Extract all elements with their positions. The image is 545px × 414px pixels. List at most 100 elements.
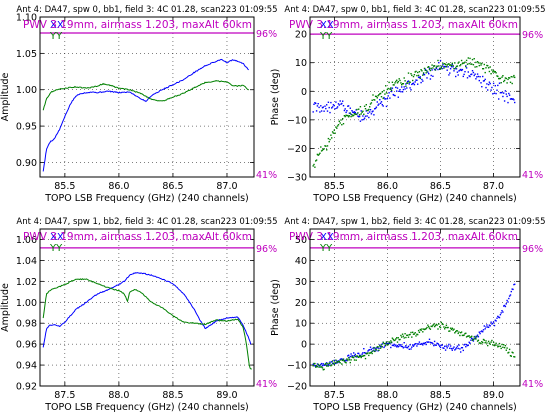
data-point — [330, 365, 332, 367]
data-point — [413, 83, 416, 86]
data-point — [483, 339, 485, 341]
data-point — [508, 351, 510, 354]
y-axis-label: Phase (deg) — [270, 279, 281, 336]
data-point — [399, 89, 401, 91]
data-point — [348, 115, 351, 117]
data-point — [378, 103, 380, 105]
data-point — [466, 63, 469, 65]
data-point — [453, 68, 455, 70]
data-point — [321, 149, 324, 151]
data-point — [395, 338, 397, 340]
data-point — [447, 326, 449, 329]
data-point — [346, 114, 348, 117]
data-point — [428, 338, 431, 340]
data-point — [487, 89, 489, 91]
data-point — [439, 346, 442, 349]
data-point — [428, 73, 430, 75]
data-point — [388, 342, 390, 345]
data-point — [367, 350, 369, 352]
data-point — [427, 324, 429, 326]
data-point — [448, 63, 450, 65]
y-tick-label: 1.00 — [16, 298, 37, 309]
data-point — [504, 345, 507, 347]
data-point — [474, 73, 476, 75]
x-axis-label: TOPO LSB Frequency (GHz) (240 channels) — [44, 193, 249, 204]
data-point — [358, 355, 361, 358]
data-point — [429, 78, 432, 80]
data-point — [503, 304, 506, 307]
data-point — [315, 365, 318, 367]
data-point — [329, 138, 331, 141]
data-point — [492, 93, 494, 95]
pwv-annotation: PWV 3.19mm, airmass 1.203, maxAlt 60km — [289, 19, 518, 31]
data-point — [380, 344, 383, 346]
data-point — [436, 342, 438, 344]
data-point — [402, 335, 405, 337]
legend-xx: XX — [50, 232, 64, 243]
data-point — [323, 148, 325, 150]
y-tick-label: 0.90 — [16, 158, 37, 169]
data-point — [335, 362, 337, 365]
data-point — [326, 149, 328, 151]
data-point — [363, 354, 365, 357]
data-point — [417, 76, 420, 78]
data-point — [376, 101, 378, 103]
data-point — [351, 356, 353, 358]
data-point — [451, 327, 453, 329]
data-point — [398, 90, 400, 92]
data-point — [358, 352, 360, 355]
data-point — [424, 69, 426, 71]
data-point — [489, 66, 491, 68]
data-point — [416, 74, 418, 77]
data-point — [347, 354, 350, 356]
data-point — [348, 359, 351, 361]
data-point — [331, 362, 334, 365]
data-point — [349, 112, 351, 114]
data-point — [379, 345, 382, 348]
data-point — [316, 363, 319, 365]
data-point — [479, 332, 481, 335]
data-point — [412, 79, 414, 82]
data-point — [507, 301, 509, 303]
data-point — [401, 91, 404, 93]
data-point — [356, 356, 358, 358]
data-point — [499, 314, 502, 316]
data-point — [343, 109, 346, 112]
data-point — [500, 91, 502, 94]
data-point — [450, 66, 453, 68]
data-point — [320, 366, 322, 368]
data-point — [481, 330, 483, 332]
atm-top-label: 96% — [522, 244, 543, 255]
data-point — [331, 361, 333, 363]
legend-yy: YY — [49, 243, 63, 254]
data-point — [392, 84, 394, 86]
data-point — [464, 61, 466, 63]
data-point — [459, 69, 461, 71]
data-point — [434, 324, 437, 327]
data-point — [405, 345, 407, 347]
plot-panel-4: Ant 4: DA47, spw 1, bb2, field 3: 4C 01.… — [270, 217, 545, 413]
series-line-xx — [42, 272, 252, 348]
data-point — [458, 61, 460, 63]
data-point — [511, 98, 513, 100]
data-point — [455, 330, 458, 332]
data-point — [352, 115, 354, 117]
data-point — [455, 348, 457, 350]
data-point — [507, 78, 509, 81]
data-point — [374, 350, 377, 352]
data-point — [403, 77, 405, 79]
data-point — [391, 87, 394, 89]
data-point — [345, 359, 347, 361]
data-point — [411, 336, 413, 338]
data-point — [463, 73, 465, 76]
data-point — [489, 343, 491, 345]
data-point — [325, 145, 327, 147]
data-point — [467, 71, 469, 73]
data-point — [366, 109, 368, 111]
data-point — [363, 113, 365, 115]
data-point — [330, 101, 332, 104]
data-point — [433, 344, 435, 347]
data-point — [356, 113, 358, 115]
data-point — [476, 340, 479, 342]
data-point — [395, 344, 397, 346]
